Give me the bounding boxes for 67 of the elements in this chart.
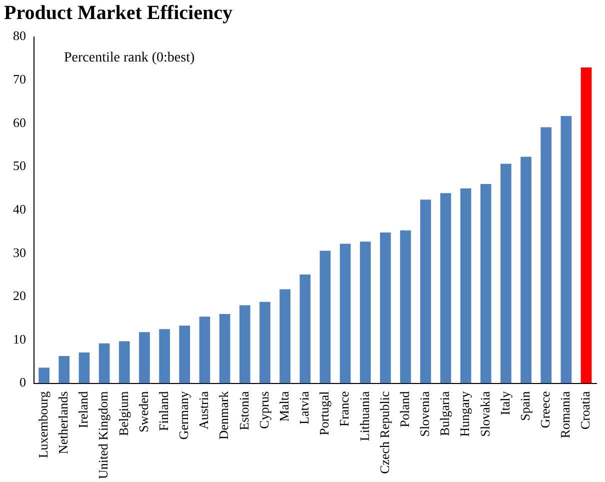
x-tick-label: Luxembourg: [35, 390, 50, 458]
bar: [420, 200, 432, 384]
bar: [260, 302, 270, 384]
bar: [560, 116, 572, 384]
x-tick-label: Slovenia: [417, 391, 432, 437]
bar: [360, 242, 371, 384]
x-tick-label: Netherlands: [56, 391, 71, 454]
y-tick-label: 60: [13, 114, 26, 130]
x-tick-label: Denmark: [216, 390, 232, 440]
x-tick-label: Italy: [497, 390, 512, 416]
bar: [159, 329, 170, 384]
x-tick-label: Slovakia: [477, 391, 492, 437]
bar: [239, 305, 250, 384]
y-tick-label: 30: [13, 244, 26, 260]
bar: [280, 289, 290, 384]
bar: [300, 274, 311, 384]
y-tick-label: 40: [13, 201, 26, 216]
annotation: Percentile rank (0:best): [64, 50, 195, 66]
bar: [139, 332, 150, 384]
x-tick-label: Greece: [538, 391, 553, 428]
y-tick-label: 20: [13, 288, 26, 304]
bar: [179, 326, 190, 384]
bar: [500, 164, 512, 384]
x-tick-label: France: [336, 391, 352, 427]
y-tick-label: 10: [13, 331, 26, 346]
chart-title: Product Market Efficiency: [4, 2, 234, 26]
x-tick-label: Spain: [517, 390, 532, 421]
x-tick-label: Romania: [558, 391, 573, 438]
bar: [440, 193, 452, 384]
x-tick-label: Croatia: [578, 391, 593, 430]
bar: [460, 188, 472, 384]
bar: [98, 343, 110, 384]
y-tick-label: 50: [13, 158, 26, 174]
x-tick-label: Belgium: [116, 391, 131, 436]
x-tick-label: Latvia: [296, 391, 312, 424]
bar: [199, 316, 210, 384]
y-tick-label: 70: [13, 72, 26, 87]
x-tick-label: Hungary: [457, 390, 472, 437]
bar: [320, 250, 331, 384]
bar: [480, 184, 492, 384]
bar: [520, 156, 532, 384]
bar: [540, 127, 552, 384]
bar: [380, 232, 391, 384]
x-tick-label: Estonia: [236, 391, 252, 430]
x-tick-label: Sweden: [136, 390, 151, 432]
x-tick-label: Malta: [276, 391, 292, 422]
bar: [78, 352, 90, 384]
y-tick-label: 80: [13, 28, 26, 44]
x-tick-label: Portugal: [316, 390, 332, 436]
bar: [118, 341, 130, 384]
y-tick-label: 0: [20, 374, 26, 390]
x-tick-label: Czech Republic: [376, 391, 392, 474]
x-tick-label: Germany: [176, 390, 192, 440]
bar: [38, 368, 50, 384]
x-tick-label: Poland: [396, 390, 412, 428]
x-tick-label: Finland: [156, 390, 171, 431]
x-tick-label: Austria: [196, 391, 212, 430]
x-tick-label: Bulgaria: [437, 391, 452, 436]
bar: [580, 68, 592, 384]
bar: [400, 230, 411, 384]
x-tick-label: Ireland: [76, 390, 91, 428]
x-tick-label: Lithuania: [356, 391, 372, 442]
bar: [340, 244, 351, 384]
bar: [219, 314, 230, 384]
bar: [58, 356, 70, 384]
x-tick-label: United Kingdom: [96, 391, 111, 480]
x-tick-label: Cyprus: [256, 391, 272, 429]
